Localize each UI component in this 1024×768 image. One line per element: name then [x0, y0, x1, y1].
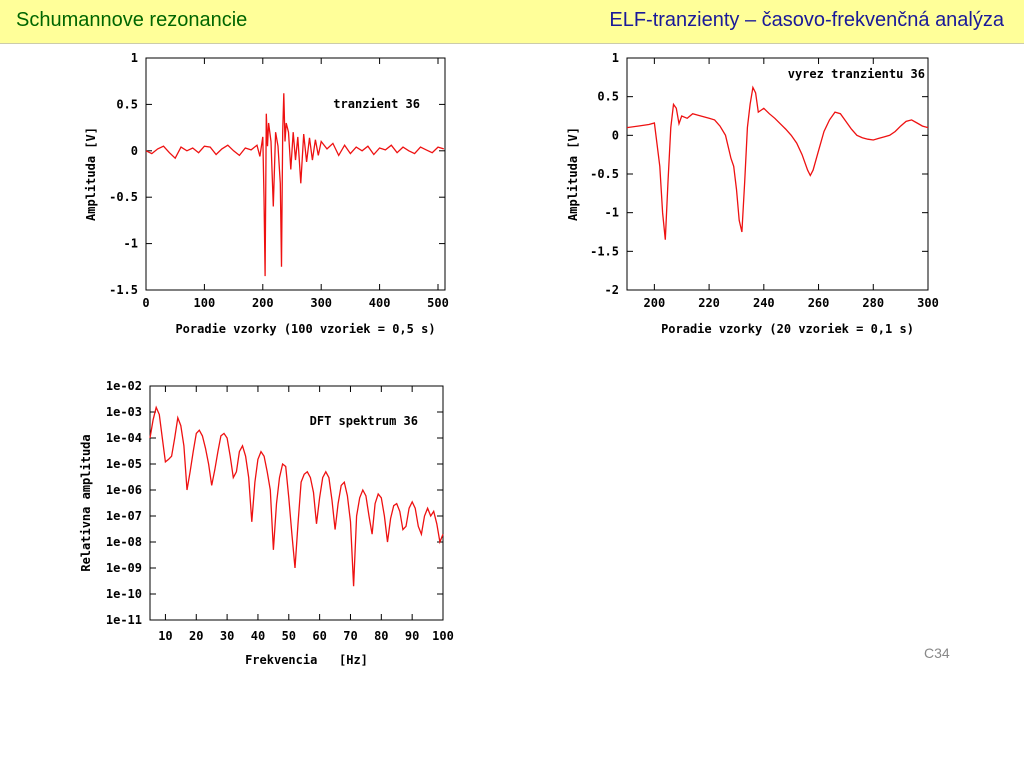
plot-frame: [145, 57, 446, 291]
y-tick-label: 1e-09: [106, 561, 142, 575]
y-tick-label: 1e-08: [106, 535, 142, 549]
y-tick-label: -1.5: [109, 283, 138, 297]
title-left: Schumannove rezonancie: [16, 9, 248, 31]
x-tick-label: 40: [251, 629, 265, 643]
x-tick-label: 10: [158, 629, 172, 643]
header-bar: Schumannove rezonancie ELF-tranzienty – …: [0, 0, 1024, 44]
y-tick-label: 1: [131, 51, 138, 65]
series-line: [149, 405, 444, 587]
series-line: [145, 93, 444, 277]
slide-number: C34: [924, 645, 950, 661]
y-tick-label: 1e-06: [106, 483, 142, 497]
x-tick-label: 300: [310, 296, 332, 310]
x-tick-label: 400: [369, 296, 391, 310]
y-tick-label: 1e-04: [106, 431, 142, 445]
y-tick-label: -2: [605, 283, 619, 297]
x-tick-label: 50: [282, 629, 296, 643]
x-axis-label: Poradie vzorky (100 vzoriek = 0,5 s): [175, 322, 435, 336]
x-tick-label: 200: [252, 296, 274, 310]
y-axis-label: Relativna amplituda: [79, 434, 93, 571]
y-tick-label: 1e-03: [106, 405, 142, 419]
plot-frame: [149, 385, 444, 621]
y-tick-label: -0.5: [590, 167, 619, 181]
x-tick-label: 300: [917, 296, 939, 310]
y-tick-label: 0: [612, 128, 619, 142]
y-tick-label: -1: [605, 206, 619, 220]
y-tick-label: -1.5: [590, 244, 619, 258]
series-line: [626, 85, 929, 240]
x-tick-label: 0: [142, 296, 149, 310]
chart-annotation: tranzient 36: [333, 97, 420, 111]
y-tick-label: 1e-05: [106, 457, 142, 471]
y-tick-label: 1e-11: [106, 613, 142, 627]
x-tick-label: 200: [644, 296, 666, 310]
x-tick-label: 280: [862, 296, 884, 310]
x-tick-label: 30: [220, 629, 234, 643]
chart-dft: 1e-02 1e-03 1e-04 1e-05 1e-06 1e-07 1e-08 1e-09…: [79, 379, 454, 667]
chart-vyrez: 1 0.5 0 -0.5 -1 -1.5 -2 200 220 240 260 280 300 vyrez…: [566, 51, 939, 336]
y-tick-label: 0.5: [597, 90, 619, 104]
chart-annotation: DFT spektrum 36: [310, 414, 418, 428]
x-tick-label: 240: [753, 296, 775, 310]
y-tick-label: -1: [124, 237, 138, 251]
x-tick-label: 500: [427, 296, 449, 310]
y-tick-label: 1: [612, 51, 619, 65]
x-tick-label: 220: [698, 296, 720, 310]
y-tick-label: 1e-02: [106, 379, 142, 393]
y-tick-label: 1e-07: [106, 509, 142, 523]
y-tick-label: 1e-10: [106, 587, 142, 601]
plot-frame: [626, 57, 929, 291]
x-tick-label: 60: [312, 629, 326, 643]
chart-tranzient: 1 0.5 0 -0.5 -1 -1.5 0 100 200 300 400 500 tranzient…: [84, 51, 449, 336]
x-axis-label: Poradie vzorky (20 vzoriek = 0,1 s): [661, 322, 914, 336]
title-right: ELF-tranzienty – časovo-frekvenčná analý…: [609, 9, 1004, 31]
y-tick-label: 0: [131, 144, 138, 158]
y-tick-label: 0.5: [116, 97, 138, 111]
y-axis-label: Amplituda [V]: [566, 127, 580, 221]
x-tick-label: 100: [432, 629, 454, 643]
x-tick-label: 100: [194, 296, 216, 310]
x-tick-label: 90: [405, 629, 419, 643]
x-tick-label: 260: [808, 296, 830, 310]
x-tick-label: 20: [189, 629, 203, 643]
x-axis-label: Frekvencia [Hz]: [245, 653, 368, 667]
y-axis-label: Amplituda [V]: [84, 127, 98, 221]
x-tick-label: 80: [374, 629, 388, 643]
y-tick-label: -0.5: [109, 190, 138, 204]
x-tick-label: 70: [343, 629, 357, 643]
chart-annotation: vyrez tranzientu 36: [788, 67, 925, 81]
